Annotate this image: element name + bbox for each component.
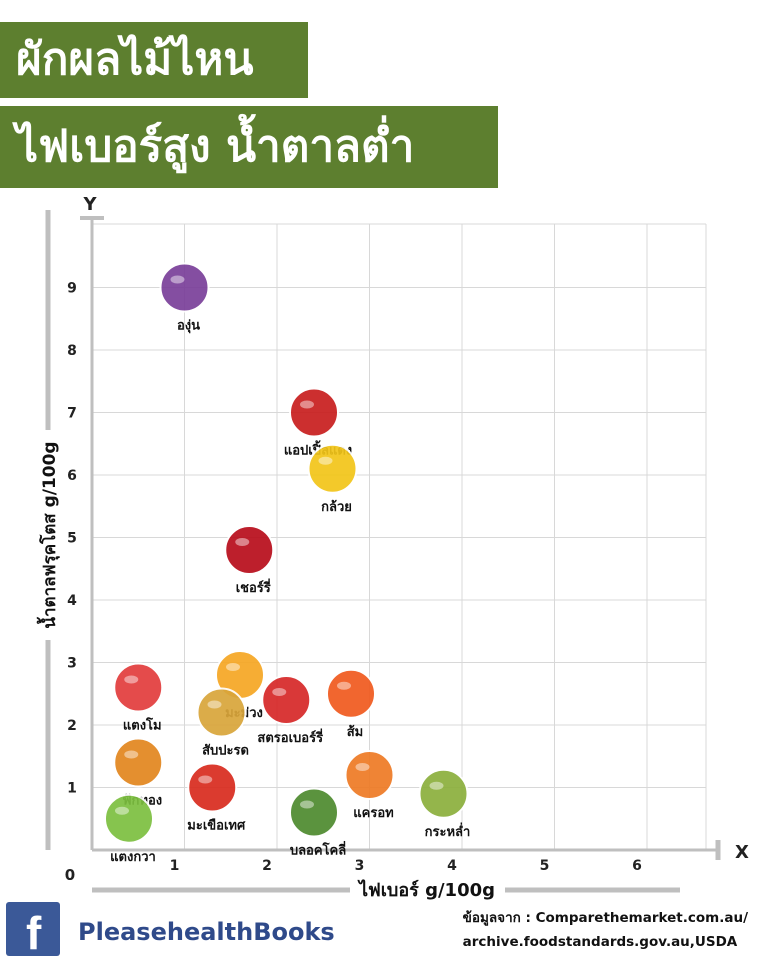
x-tick-label: 3 (355, 858, 365, 874)
fruit-highlight (300, 800, 314, 809)
fruit-highlight (272, 688, 287, 696)
fruit-marker (307, 443, 358, 494)
point-label: สับปะรด (202, 744, 249, 759)
fruit-marker (104, 793, 154, 844)
fruit-marker (113, 737, 164, 788)
y-tick-label: 8 (67, 343, 77, 359)
data-point: แตงกวา (104, 793, 156, 865)
y-tick-label: 5 (67, 531, 77, 547)
fruit-marker (196, 687, 247, 738)
brand-name: PleasehealthBooks (78, 918, 335, 946)
x-tick-label: 6 (632, 858, 642, 874)
fruit-marker (113, 662, 164, 713)
title-line-1: ผักผลไม้ไหน (0, 22, 308, 98)
y-tick-label: 1 (67, 781, 77, 797)
data-point: บลอคโคลี่ (289, 787, 346, 859)
y-tick-label: 4 (67, 593, 77, 609)
axes: Y X 0 ไฟเบอร์ g/100g น้ำตาลฟรุคโตส g/100g (34, 194, 749, 900)
y-tick-label: 6 (67, 468, 77, 484)
fruit-marker (224, 525, 275, 575)
fruit-highlight (115, 806, 129, 815)
fruit-marker (326, 668, 376, 719)
source-note: ข้อมูลจาก : Comparethemarket.com.au/ arc… (463, 906, 748, 954)
point-label: บลอคโคลี่ (290, 841, 346, 859)
fruit-highlight (207, 700, 222, 709)
data-point: เชอร์รี่ (224, 525, 275, 596)
y-tick-label: 9 (67, 281, 77, 297)
fruit-marker (187, 762, 238, 813)
source-line-2: archive.foodstandards.gov.au,USDA (462, 934, 738, 950)
fruit-highlight (124, 750, 139, 759)
x-axis-title: ไฟเบอร์ g/100g (357, 879, 495, 900)
point-label: แตงโม (123, 717, 162, 734)
fruit-marker (261, 675, 312, 725)
x-axis-letter: X (735, 842, 749, 863)
data-point: สตรอเบอร์รี่ (257, 675, 323, 746)
grid (92, 223, 707, 850)
y-title-bg (34, 430, 64, 640)
fruit-highlight (235, 538, 250, 546)
fruit-highlight (337, 681, 351, 690)
fruit-marker (418, 768, 469, 819)
origin-label: 0 (65, 866, 75, 884)
data-point: มะเขือเทศ (187, 762, 246, 834)
x-title-bg (350, 874, 505, 900)
fruit-highlight (318, 456, 333, 465)
fruit-marker (289, 787, 339, 838)
data-point: แครอท (344, 750, 395, 821)
data-point: สับปะรด (196, 687, 249, 759)
fruit-highlight (429, 781, 444, 790)
fruit-highlight (170, 275, 185, 284)
x-tick-label: 1 (170, 858, 180, 874)
data-point: กล้วย (307, 443, 358, 515)
point-label: แครอท (353, 806, 393, 821)
point-label: กล้วย (321, 499, 352, 515)
fruit-marker (344, 750, 395, 800)
y-tick-label: 2 (67, 718, 77, 734)
fruit-marker (159, 262, 210, 313)
title-line-2: ไฟเบอร์สูง น้ำตาลต่ำ (0, 106, 498, 188)
point-label: สตรอเบอร์รี่ (257, 728, 323, 746)
point-label: มะเขือเทศ (187, 818, 246, 834)
y-axis-title: น้ำตาลฟรุคโตส g/100g (36, 441, 60, 628)
tick-labels: 1 2 3 4 5 6 1 2 3 4 5 6 7 8 9 (67, 281, 642, 875)
data-points: องุ่นแอปเปิ้ลแดงกล้วยเชอร์รี่มะม่วงแตงโม… (104, 262, 471, 865)
fruit-highlight (198, 775, 213, 784)
fruit-highlight (226, 663, 240, 671)
fruit-marker (289, 387, 339, 438)
point-label: กระหล่ำ (425, 822, 471, 840)
fruit-highlight (124, 675, 139, 684)
y-tick-label: 7 (67, 406, 77, 422)
data-point: ส้ม (326, 668, 376, 740)
point-label: เชอร์รี่ (236, 578, 271, 596)
fruit-highlight (300, 400, 314, 409)
scatter-chart: Y X 0 ไฟเบอร์ g/100g น้ำตาลฟรุคโตส g/100g 1 2… (34, 194, 749, 900)
x-tick-label: 5 (540, 858, 550, 874)
data-point: กระหล่ำ (418, 768, 471, 840)
x-tick-label: 4 (447, 858, 457, 874)
point-label: องุ่น (177, 319, 200, 334)
y-axis-letter: Y (82, 194, 97, 215)
source-line-1: ข้อมูลจาก : Comparethemarket.com.au/ (462, 910, 748, 926)
point-label: แตงกวา (110, 850, 156, 865)
y-tick-label: 3 (67, 656, 77, 672)
facebook-icon[interactable]: f (6, 902, 60, 959)
data-point: องุ่น (159, 262, 210, 334)
point-label: ส้ม (347, 724, 364, 740)
x-tick-label: 2 (262, 858, 272, 874)
fruit-highlight (355, 763, 370, 771)
data-point: แตงโม (113, 662, 164, 734)
